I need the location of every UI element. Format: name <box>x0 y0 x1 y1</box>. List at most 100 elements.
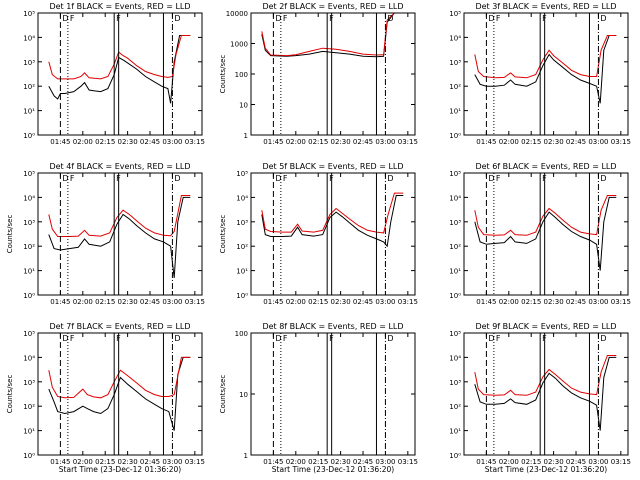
marker-label: D <box>600 14 606 23</box>
x-tick-label: 03:15 <box>398 458 418 466</box>
x-tick-label: 03:00 <box>162 298 182 306</box>
marker-label: F <box>70 334 75 343</box>
y-tick-label: 10000 <box>226 10 248 18</box>
x-tick-label: 03:15 <box>611 298 631 306</box>
x-tick-label: 02:00 <box>286 138 306 146</box>
x-tick-label: 03:00 <box>162 458 182 466</box>
y-tick-label: 10⁵ <box>23 330 35 338</box>
x-tick-label: 01:45 <box>476 298 496 306</box>
marker-label: F <box>496 14 501 23</box>
series-line <box>48 35 191 104</box>
y-tick-label: 10⁴ <box>23 34 35 42</box>
chart-panel: Det 7f BLACK = Events, RED = LLDDFFD10⁰1… <box>6 322 205 474</box>
chart-title: Det 6f BLACK = Events, RED = LLD <box>475 162 616 171</box>
x-tick-label: 02:45 <box>566 138 586 146</box>
series-line <box>48 35 191 80</box>
y-tick-label: 1 <box>244 452 248 460</box>
x-tick-label: 02:45 <box>140 298 160 306</box>
x-tick-label: 03:15 <box>611 138 631 146</box>
x-tick-label: 01:45 <box>50 458 70 466</box>
y-tick-label: 10⁴ <box>449 34 461 42</box>
x-tick-label: 02:15 <box>521 458 541 466</box>
x-tick-label: 02:45 <box>353 298 373 306</box>
plot-frame <box>250 332 416 456</box>
plot-frame <box>463 332 629 456</box>
marker-label: F <box>496 174 501 183</box>
x-tick-label: 03:15 <box>185 298 205 306</box>
chart-panel: Det 6f BLACK = Events, RED = LLDDFFD10⁰1… <box>449 162 631 306</box>
x-axis-label: Start Time (23-Dec-12 01:36:20) <box>59 465 181 474</box>
y-tick-label: 10³ <box>449 379 461 387</box>
x-tick-label: 02:45 <box>140 458 160 466</box>
y-tick-label: 10² <box>449 243 461 251</box>
marker-label: D <box>387 14 393 23</box>
plot-frame <box>250 12 416 136</box>
x-tick-label: 02:30 <box>544 298 564 306</box>
marker-label: D <box>174 14 180 23</box>
series-line <box>48 195 191 237</box>
x-tick-label: 02:45 <box>140 138 160 146</box>
series-line <box>474 35 617 104</box>
x-tick-label: 02:30 <box>331 138 351 146</box>
marker-label: D <box>387 334 393 343</box>
y-axis-label: Counts/sec <box>6 215 14 254</box>
plot-frame <box>37 172 203 296</box>
marker-label: F <box>283 334 288 343</box>
series-line <box>474 196 617 271</box>
y-tick-label: 10¹ <box>449 268 461 276</box>
marker-label: D <box>174 174 180 183</box>
x-tick-label: 02:45 <box>353 138 373 146</box>
marker-label: D <box>488 174 494 183</box>
y-tick-label: 1 <box>244 132 248 140</box>
y-tick-label: 10⁴ <box>23 194 35 202</box>
y-tick-label: 10¹ <box>23 108 35 116</box>
series-line <box>48 356 191 431</box>
x-tick-label: 03:15 <box>185 138 205 146</box>
series-line <box>261 195 404 248</box>
x-tick-label: 03:00 <box>588 138 608 146</box>
chart-panel: Det 1f BLACK = Events, RED = LLDDFFD10⁰1… <box>23 2 205 146</box>
x-tick-label: 02:00 <box>73 298 93 306</box>
x-tick-label: 03:00 <box>375 138 395 146</box>
y-tick-label: 10² <box>23 83 35 91</box>
x-tick-label: 02:30 <box>544 138 564 146</box>
y-tick-label: 1000 <box>230 41 248 49</box>
y-tick-label: 10⁴ <box>449 354 461 362</box>
x-tick-label: 02:15 <box>95 138 115 146</box>
x-tick-label: 03:00 <box>375 298 395 306</box>
chart-title: Det 9f BLACK = Events, RED = LLD <box>475 322 616 331</box>
marker-label: F <box>70 174 75 183</box>
x-tick-label: 02:45 <box>353 458 373 466</box>
y-tick-label: 10¹ <box>449 108 461 116</box>
y-tick-label: 10 <box>239 102 248 110</box>
chart-panel: Det 9f BLACK = Events, RED = LLDDFFD10⁰1… <box>449 322 631 474</box>
x-tick-label: 02:15 <box>308 138 328 146</box>
chart-title: Det 7f BLACK = Events, RED = LLD <box>49 322 190 331</box>
x-tick-label: 01:45 <box>263 298 283 306</box>
plot-frame <box>37 332 203 456</box>
y-tick-label: 10⁰ <box>23 292 35 300</box>
y-tick-label: 10⁰ <box>449 292 461 300</box>
x-tick-label: 02:00 <box>499 458 519 466</box>
y-tick-label: 10¹ <box>23 428 35 436</box>
marker-label: D <box>387 174 393 183</box>
x-tick-label: 02:15 <box>308 298 328 306</box>
y-tick-label: 10⁰ <box>236 292 248 300</box>
x-tick-label: 02:30 <box>118 138 138 146</box>
marker-label: D <box>62 174 68 183</box>
marker-label: D <box>275 174 281 183</box>
y-tick-label: 10³ <box>23 219 35 227</box>
y-tick-label: 10³ <box>449 219 461 227</box>
x-tick-label: 02:30 <box>331 298 351 306</box>
chart-panel: Det 3f BLACK = Events, RED = LLDDFFD10⁰1… <box>449 2 631 146</box>
series-line <box>261 12 395 58</box>
x-tick-label: 02:15 <box>521 298 541 306</box>
x-tick-label: 02:15 <box>521 138 541 146</box>
y-tick-label: 10⁵ <box>23 10 35 18</box>
x-tick-label: 02:15 <box>95 458 115 466</box>
y-tick-label: 10⁰ <box>23 132 35 140</box>
x-tick-label: 03:15 <box>185 458 205 466</box>
marker-label: F <box>283 174 288 183</box>
marker-label: D <box>488 14 494 23</box>
marker-label: F <box>496 334 501 343</box>
